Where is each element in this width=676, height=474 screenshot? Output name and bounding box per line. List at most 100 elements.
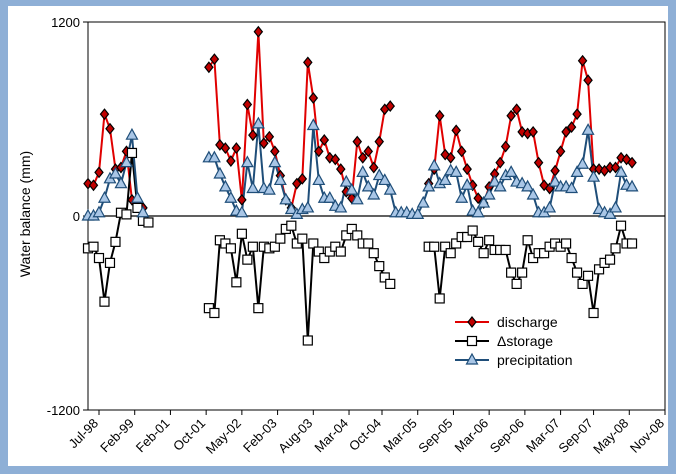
- chart-frame: Water balance (mm) -1200 0 1200 Jul-98 Feb-9…: [8, 6, 668, 466]
- x-tick-label: Mar-04: [311, 416, 351, 456]
- marker: [302, 335, 313, 346]
- marker: [368, 161, 379, 174]
- marker: [136, 205, 150, 218]
- marker: [572, 108, 582, 121]
- marker: [493, 179, 507, 192]
- marker: [471, 205, 485, 218]
- marker: [555, 145, 566, 158]
- marker: [330, 153, 341, 166]
- marker: [383, 182, 397, 195]
- marker: [581, 123, 595, 135]
- x-tick-label: May-08: [590, 416, 631, 457]
- legend-label: discharge: [497, 314, 558, 330]
- marker: [603, 207, 617, 219]
- marker: [467, 316, 477, 328]
- x-tick-label: Feb-99: [97, 416, 137, 456]
- marker: [434, 293, 445, 304]
- marker: [268, 155, 282, 168]
- marker: [445, 151, 456, 164]
- marker: [434, 109, 445, 122]
- marker: [270, 145, 280, 158]
- marker: [209, 53, 220, 66]
- marker: [587, 169, 601, 182]
- x-tick-label: Oct-01: [170, 416, 208, 454]
- marker: [566, 252, 577, 264]
- marker: [301, 200, 315, 213]
- marker: [110, 236, 121, 247]
- x-tick-label: Mar-06: [452, 416, 492, 456]
- marker: [308, 92, 319, 104]
- marker: [577, 54, 588, 67]
- marker: [374, 135, 385, 148]
- marker: [473, 192, 483, 205]
- marker: [237, 193, 247, 206]
- y-axis-label: Water balance (mm): [17, 151, 33, 277]
- marker: [593, 264, 605, 275]
- marker: [378, 173, 392, 186]
- marker: [242, 98, 253, 111]
- marker: [99, 108, 110, 121]
- marker: [286, 220, 297, 231]
- marker: [126, 147, 138, 159]
- marker: [550, 164, 560, 177]
- marker: [314, 145, 324, 158]
- marker: [427, 158, 441, 171]
- marker: [226, 155, 236, 167]
- chart: Water balance (mm) -1200 0 1200 Jul-98Feb-9…: [17, 15, 667, 457]
- marker: [94, 166, 104, 179]
- marker: [88, 241, 99, 252]
- marker: [251, 116, 265, 129]
- marker: [248, 129, 258, 142]
- marker: [262, 182, 276, 195]
- marker: [231, 142, 242, 155]
- marker: [284, 202, 298, 215]
- marker: [570, 165, 584, 177]
- marker: [484, 235, 495, 246]
- marker: [566, 121, 577, 134]
- marker: [313, 246, 324, 257]
- marker: [528, 125, 538, 138]
- marker: [385, 278, 396, 289]
- marker: [335, 246, 346, 257]
- marker: [105, 122, 115, 135]
- marker: [356, 165, 370, 177]
- marker: [511, 278, 522, 289]
- marker: [614, 165, 628, 177]
- marker: [341, 230, 352, 241]
- marker: [451, 124, 461, 137]
- marker: [521, 179, 535, 192]
- marker: [610, 161, 621, 174]
- marker: [583, 74, 593, 87]
- marker: [500, 244, 511, 256]
- marker: [582, 270, 594, 281]
- marker: [213, 166, 227, 179]
- marker: [411, 207, 425, 219]
- marker: [240, 155, 254, 168]
- marker: [462, 231, 473, 243]
- marker: [297, 233, 308, 244]
- marker: [517, 267, 528, 278]
- marker: [522, 235, 533, 246]
- x-tick-label: Sep-07: [555, 416, 595, 456]
- marker: [385, 100, 396, 113]
- marker: [114, 176, 128, 189]
- marker: [460, 178, 474, 190]
- marker: [576, 157, 590, 169]
- x-tick-label: Jul-98: [65, 416, 101, 452]
- marker: [462, 163, 472, 176]
- marker: [543, 200, 557, 213]
- y-tick-label: 0: [73, 209, 80, 224]
- marker: [610, 243, 621, 254]
- marker: [455, 190, 469, 203]
- marker: [225, 243, 236, 254]
- marker: [108, 166, 122, 179]
- marker: [334, 200, 348, 213]
- legend-item: Δstorage: [455, 333, 553, 349]
- marker: [218, 179, 232, 192]
- marker: [346, 223, 357, 235]
- marker: [323, 190, 337, 203]
- marker: [511, 103, 522, 116]
- marker: [495, 156, 505, 169]
- marker: [269, 241, 280, 252]
- marker: [533, 156, 544, 169]
